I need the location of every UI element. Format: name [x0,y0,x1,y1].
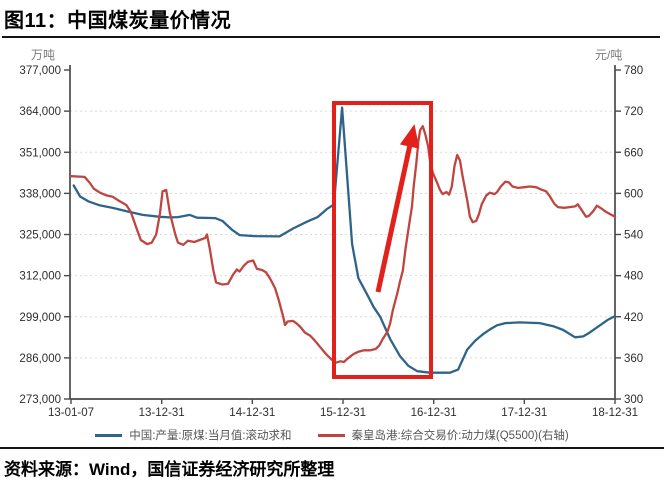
left-tick-label: 364,000 [19,106,61,118]
right-tick-label: 360 [624,353,643,365]
x-tick-label: 13-01-07 [48,407,94,419]
right-tick-label: 540 [624,230,643,242]
highlight-rect [332,101,433,379]
left-tick-label: 273,000 [19,394,61,406]
footer-divider [0,447,664,449]
right-tick-label: 720 [624,106,643,118]
chart-legend: 中国:产量:原煤:当月值:滚动求和 秦皇岛港:综合交易价:动力煤(Q5500)(… [0,427,664,443]
legend-item-production: 中国:产量:原煤:当月值:滚动求和 [95,427,292,443]
x-tick-label: 17-12-31 [501,407,547,419]
price-line-swatch [317,433,345,437]
left-tick-label: 312,000 [19,271,61,283]
right-tick-label: 660 [624,147,643,159]
x-tick-label: 13-12-31 [139,407,185,419]
x-tick-label: 16-12-31 [411,407,457,419]
left-axis-unit-label: 万吨 [31,48,56,62]
production-line-swatch [95,433,123,437]
x-tick-label: 14-12-31 [229,407,275,419]
legend-label-price: 秦皇岛港:综合交易价:动力煤(Q5500)(右轴) [351,430,569,442]
right-axis-unit-label: 元/吨 [595,48,623,62]
figure-title: 图11：中国煤炭量价情况 [4,10,232,32]
x-tick-label: 18-12-31 [592,407,638,419]
legend-item-price: 秦皇岛港:综合交易价:动力煤(Q5500)(右轴) [317,427,569,443]
price-line [69,125,617,364]
left-tick-label: 299,000 [19,312,61,324]
source-note: 资料来源：Wind，国信证券经济研究所整理 [4,460,335,479]
x-tick-label: 15-12-31 [320,407,366,419]
legend-label-production: 中国:产量:原煤:当月值:滚动求和 [129,430,292,442]
right-tick-label: 780 [624,65,643,77]
highlight-arrow [375,124,420,293]
right-tick-label: 420 [624,312,643,324]
title-divider [2,36,660,38]
right-tick-label: 480 [624,271,643,283]
left-tick-label: 338,000 [19,188,61,200]
production-line [72,106,617,374]
left-tick-label: 286,000 [19,353,61,365]
right-tick-label: 600 [624,188,643,200]
left-tick-label: 325,000 [19,230,61,242]
left-tick-label: 377,000 [19,65,61,77]
left-tick-label: 351,000 [19,147,61,159]
right-tick-label: 300 [624,394,643,406]
